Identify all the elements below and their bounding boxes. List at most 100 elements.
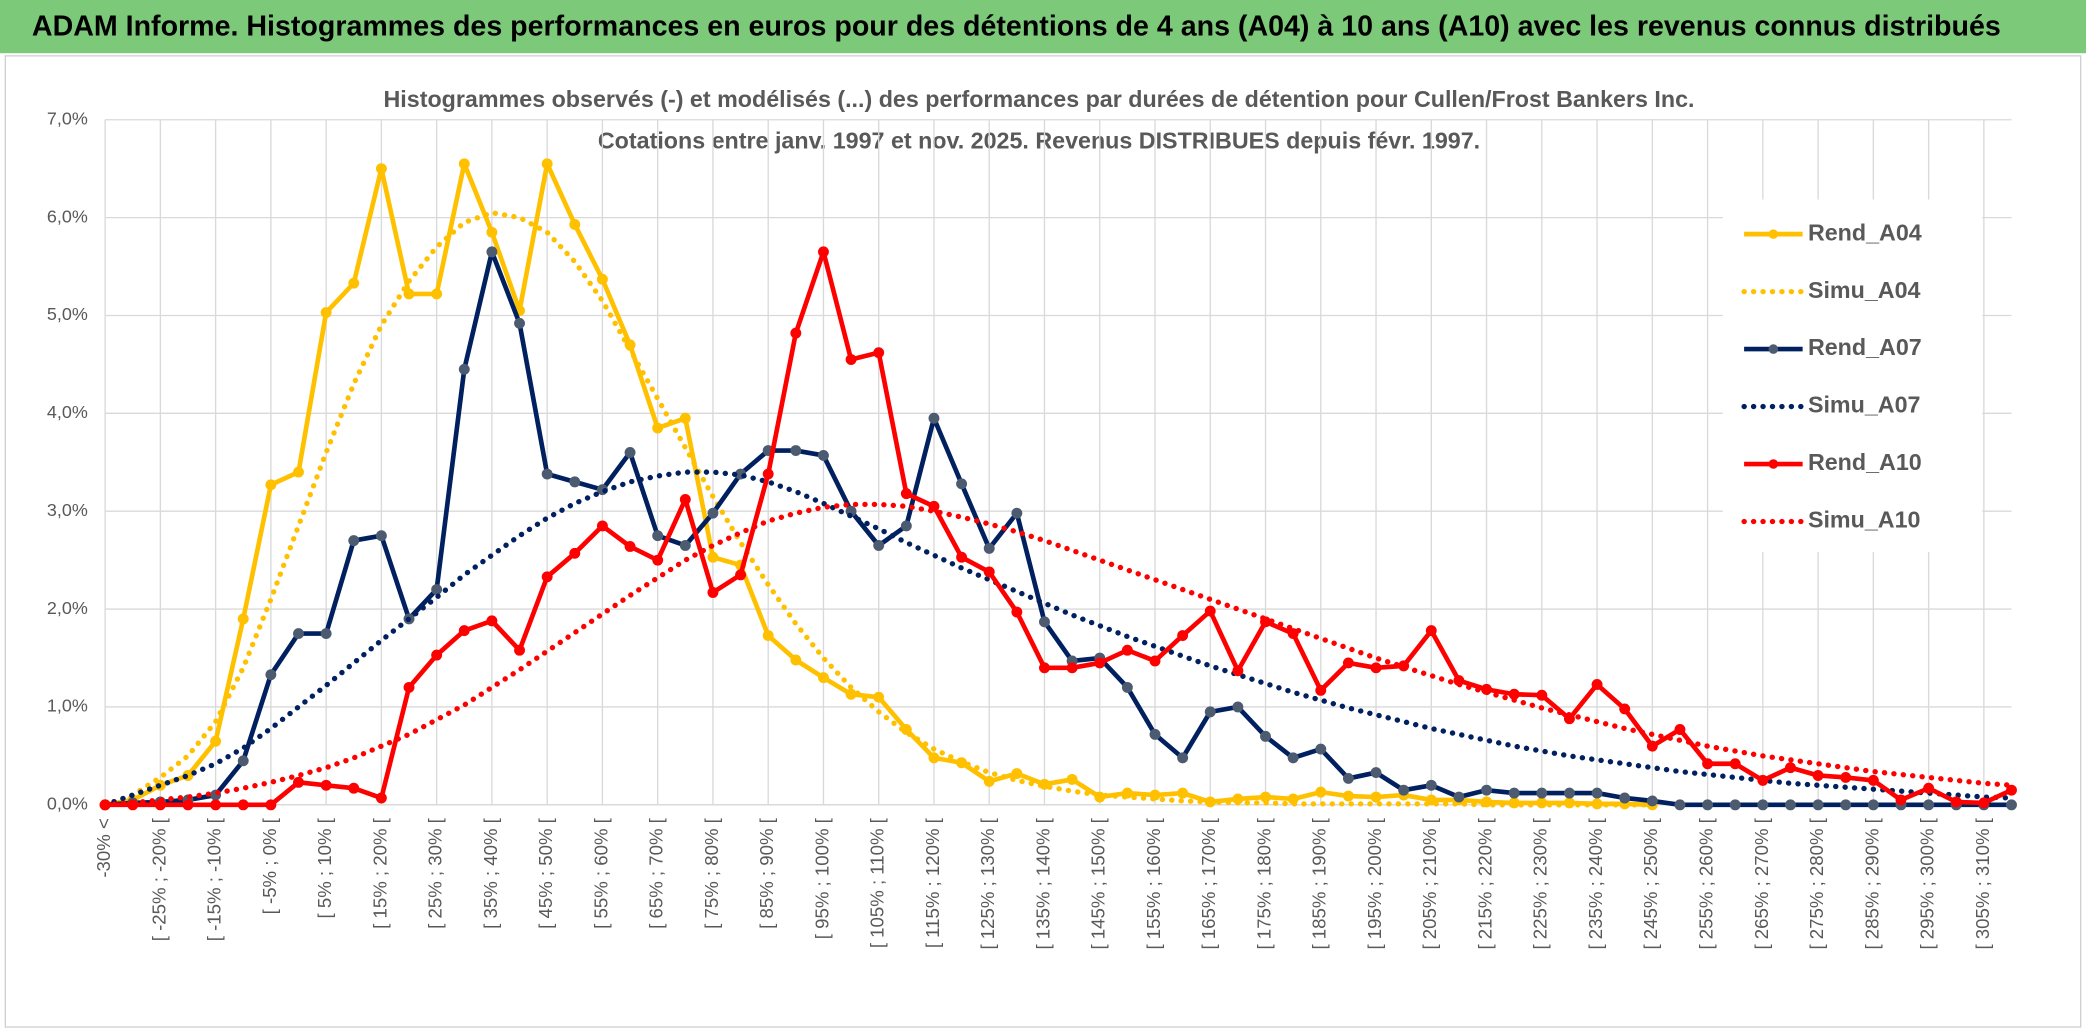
data-point: [1785, 799, 1796, 811]
data-point: [569, 219, 581, 230]
data-point: [1508, 787, 1520, 799]
data-point: [1204, 706, 1216, 718]
x-tick-label: [ 55% ; 60% [: [590, 817, 611, 929]
legend-marker: [1768, 229, 1779, 239]
data-point: [983, 542, 995, 554]
chart-subtitle: Cotations entre janv. 1997 et nov. 2025.…: [598, 128, 1480, 154]
x-tick-label: [ 255% ; 260% [: [1696, 817, 1717, 949]
data-point: [1342, 772, 1354, 784]
x-tick-label: [ 115% ; 120% [: [922, 817, 943, 948]
data-point: [348, 277, 360, 289]
data-point: [458, 363, 470, 375]
y-tick-label: 0,0%: [47, 794, 88, 814]
data-point: [762, 630, 774, 641]
data-point: [1923, 782, 1935, 794]
data-point: [1923, 799, 1935, 811]
data-point: [652, 530, 664, 542]
data-point: [293, 776, 304, 788]
y-tick-label: 3,0%: [47, 500, 88, 520]
data-point: [1895, 794, 1907, 806]
legend-marker: [1768, 459, 1779, 469]
data-point: [624, 447, 636, 458]
data-point: [1563, 787, 1575, 799]
data-point: [1094, 657, 1106, 669]
data-point: [1177, 630, 1189, 641]
data-point: [293, 466, 304, 478]
data-point: [1287, 628, 1299, 640]
y-tick-label: 5,0%: [47, 304, 88, 324]
data-point: [293, 628, 304, 640]
data-point: [679, 412, 691, 424]
header-title: ADAM Informe. Histogrammes des performan…: [32, 10, 2001, 42]
data-point: [514, 644, 525, 656]
legend-label: Simu_A04: [1808, 277, 1921, 303]
data-point: [817, 672, 829, 684]
data-point: [1646, 740, 1658, 752]
data-point: [486, 246, 498, 258]
data-point: [403, 288, 415, 300]
data-point: [1757, 799, 1769, 811]
data-point: [1149, 655, 1161, 667]
x-tick-label: [ 105% ; 110% [: [867, 817, 888, 948]
data-point: [1619, 703, 1631, 715]
data-point: [1674, 724, 1686, 735]
legend: Rend_A04 Simu_A04 Rend_A07 Simu_A07 Rend_A10…: [1722, 199, 1983, 553]
data-point: [873, 540, 885, 551]
x-tick-label: [ 185% ; 190% [: [1309, 817, 1330, 949]
x-tick-label: [ 285% ; 290% [: [1861, 817, 1882, 949]
data-point: [348, 535, 360, 547]
data-point: [1453, 791, 1465, 803]
legend-label: Rend_A10: [1808, 449, 1922, 475]
data-point: [1674, 799, 1686, 811]
x-tick-label: [ -5% ; 0% [: [259, 817, 280, 914]
data-point: [928, 752, 940, 764]
data-point: [265, 669, 277, 681]
legend-marker: [1768, 344, 1779, 354]
x-tick-label: [ -15% ; -10% [: [204, 817, 225, 941]
y-tick-label: 4,0%: [47, 402, 88, 422]
data-point: [1121, 681, 1133, 693]
data-point: [624, 541, 636, 552]
x-tick-label: [ 5% ; 10% [: [314, 817, 335, 918]
data-point: [348, 782, 360, 794]
x-tick-label: [ 275% ; 280% [: [1806, 817, 1827, 949]
x-tick-label: [ 25% ; 30% [: [425, 817, 446, 929]
data-point: [596, 520, 608, 532]
data-point: [1619, 792, 1631, 804]
data-point: [1315, 684, 1327, 696]
data-point: [237, 755, 249, 767]
data-point: [1867, 799, 1879, 811]
data-point: [790, 445, 802, 456]
data-point: [900, 520, 912, 532]
x-tick-label: [ 155% ; 160% [: [1143, 817, 1164, 949]
data-point: [569, 547, 581, 559]
data-point: [956, 478, 968, 490]
data-point: [237, 613, 249, 625]
data-point: [845, 354, 857, 365]
data-point: [486, 226, 498, 238]
data-point: [541, 158, 553, 170]
y-tick-label: 7,0%: [47, 108, 88, 128]
data-point: [873, 691, 885, 703]
plot-area: [99, 158, 2017, 811]
legend-label: Rend_A04: [1808, 219, 1922, 245]
x-tick-label: [ 165% ; 170% [: [1198, 817, 1219, 949]
data-point: [679, 494, 691, 505]
data-point: [1177, 752, 1189, 764]
data-point: [956, 551, 968, 563]
data-point: [375, 530, 387, 542]
x-tick-label: [ 35% ; 40% [: [480, 817, 501, 929]
data-point: [1812, 799, 1824, 811]
data-point: [1978, 797, 1990, 809]
x-tick-label: [ 125% ; 130% [: [977, 817, 998, 949]
x-tick-label: [ 45% ; 50% [: [535, 817, 556, 929]
data-point: [1039, 616, 1050, 628]
legend-label: Simu_A07: [1808, 392, 1921, 418]
y-tick-label: 1,0%: [47, 696, 88, 716]
data-point: [1204, 605, 1216, 617]
data-point: [182, 799, 194, 811]
data-point: [403, 681, 415, 693]
data-point: [1149, 728, 1161, 740]
data-point: [928, 412, 940, 424]
data-point: [596, 273, 608, 285]
